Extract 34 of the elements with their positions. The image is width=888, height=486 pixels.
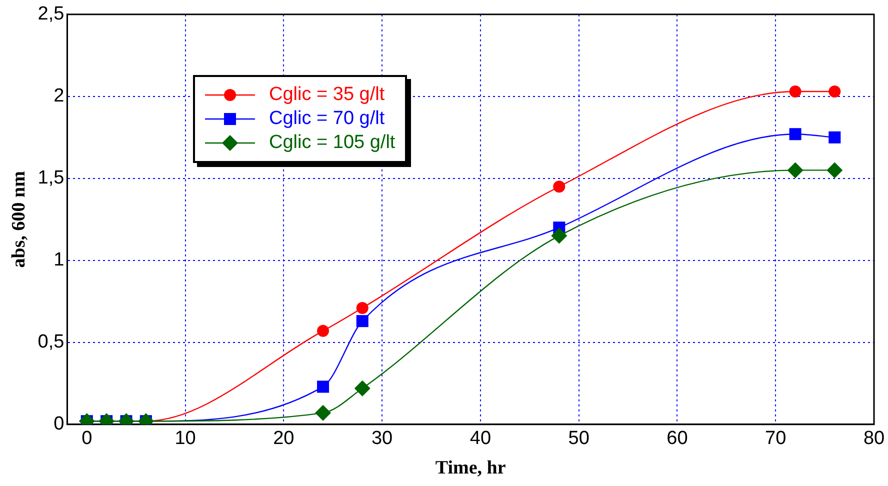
legend-label: Cglic = 35 g/lt xyxy=(269,84,385,106)
point xyxy=(356,302,368,314)
point xyxy=(551,228,568,244)
point xyxy=(356,315,368,328)
point xyxy=(789,128,802,140)
x-tick-label: 60 xyxy=(666,428,688,450)
x-tick-label: 70 xyxy=(765,428,786,450)
point xyxy=(789,85,802,98)
y-tick-label: 0 xyxy=(54,414,64,435)
point xyxy=(317,380,330,393)
legend-label: Cglic = 70 g/lt xyxy=(269,108,385,130)
y-tick-label: 1,5 xyxy=(38,168,64,189)
point xyxy=(828,131,841,144)
x-tick-label: 40 xyxy=(470,428,492,450)
x-tick-label: 0 xyxy=(82,428,92,450)
x-tick-label: 10 xyxy=(174,428,196,450)
point xyxy=(354,380,370,396)
x-tick-label: 80 xyxy=(863,428,885,450)
point xyxy=(317,324,330,337)
y-tick-label: 0,5 xyxy=(38,332,64,353)
y-axis-title: abs, 600 nm xyxy=(8,170,30,268)
y-tick-label: 2,5 xyxy=(38,4,64,25)
point xyxy=(787,162,804,178)
point xyxy=(553,180,566,193)
point xyxy=(826,162,843,178)
x-tick-label: 30 xyxy=(371,428,393,450)
legend-label: Cglic = 105 g/lt xyxy=(269,132,396,154)
point xyxy=(828,85,841,98)
x-tick-label: 20 xyxy=(273,428,294,450)
point xyxy=(315,404,332,421)
y-tick-label: 2 xyxy=(54,86,64,107)
x-axis-title: Time, hr xyxy=(435,458,506,479)
x-tick-label: 50 xyxy=(568,428,590,450)
y-tick-label: 1 xyxy=(54,250,64,271)
